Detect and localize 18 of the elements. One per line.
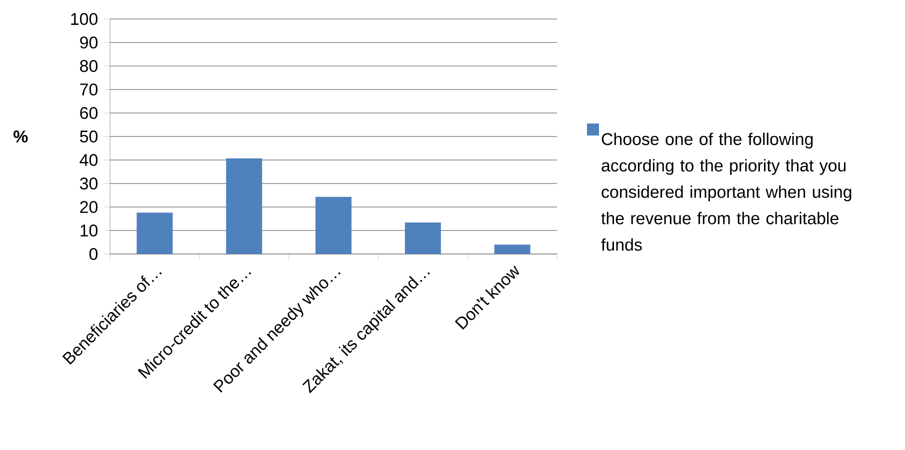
y-tick-label: 40 [80, 154, 98, 166]
bar [316, 196, 352, 254]
bar [226, 158, 262, 254]
y-tick-label: 70 [80, 84, 98, 96]
bar [494, 244, 530, 254]
y-axis-title: % [14, 130, 28, 142]
y-tick-label: 50 [80, 130, 98, 142]
legend-label: Choose one of the following according to the priority that you considered important when using the revenue from the charitable funds [601, 132, 852, 251]
y-tick-label: 60 [80, 107, 98, 119]
y-tick-label: 90 [80, 36, 98, 48]
y-tick-label: 100 [71, 13, 98, 25]
y-tick-label: 0 [89, 248, 98, 260]
bar [404, 222, 441, 254]
bar [136, 212, 173, 254]
y-tick-label: 30 [80, 178, 98, 190]
y-tick-label: 20 [80, 201, 98, 213]
y-tick-label: 80 [80, 60, 98, 72]
y-tick-label: 10 [80, 224, 98, 236]
